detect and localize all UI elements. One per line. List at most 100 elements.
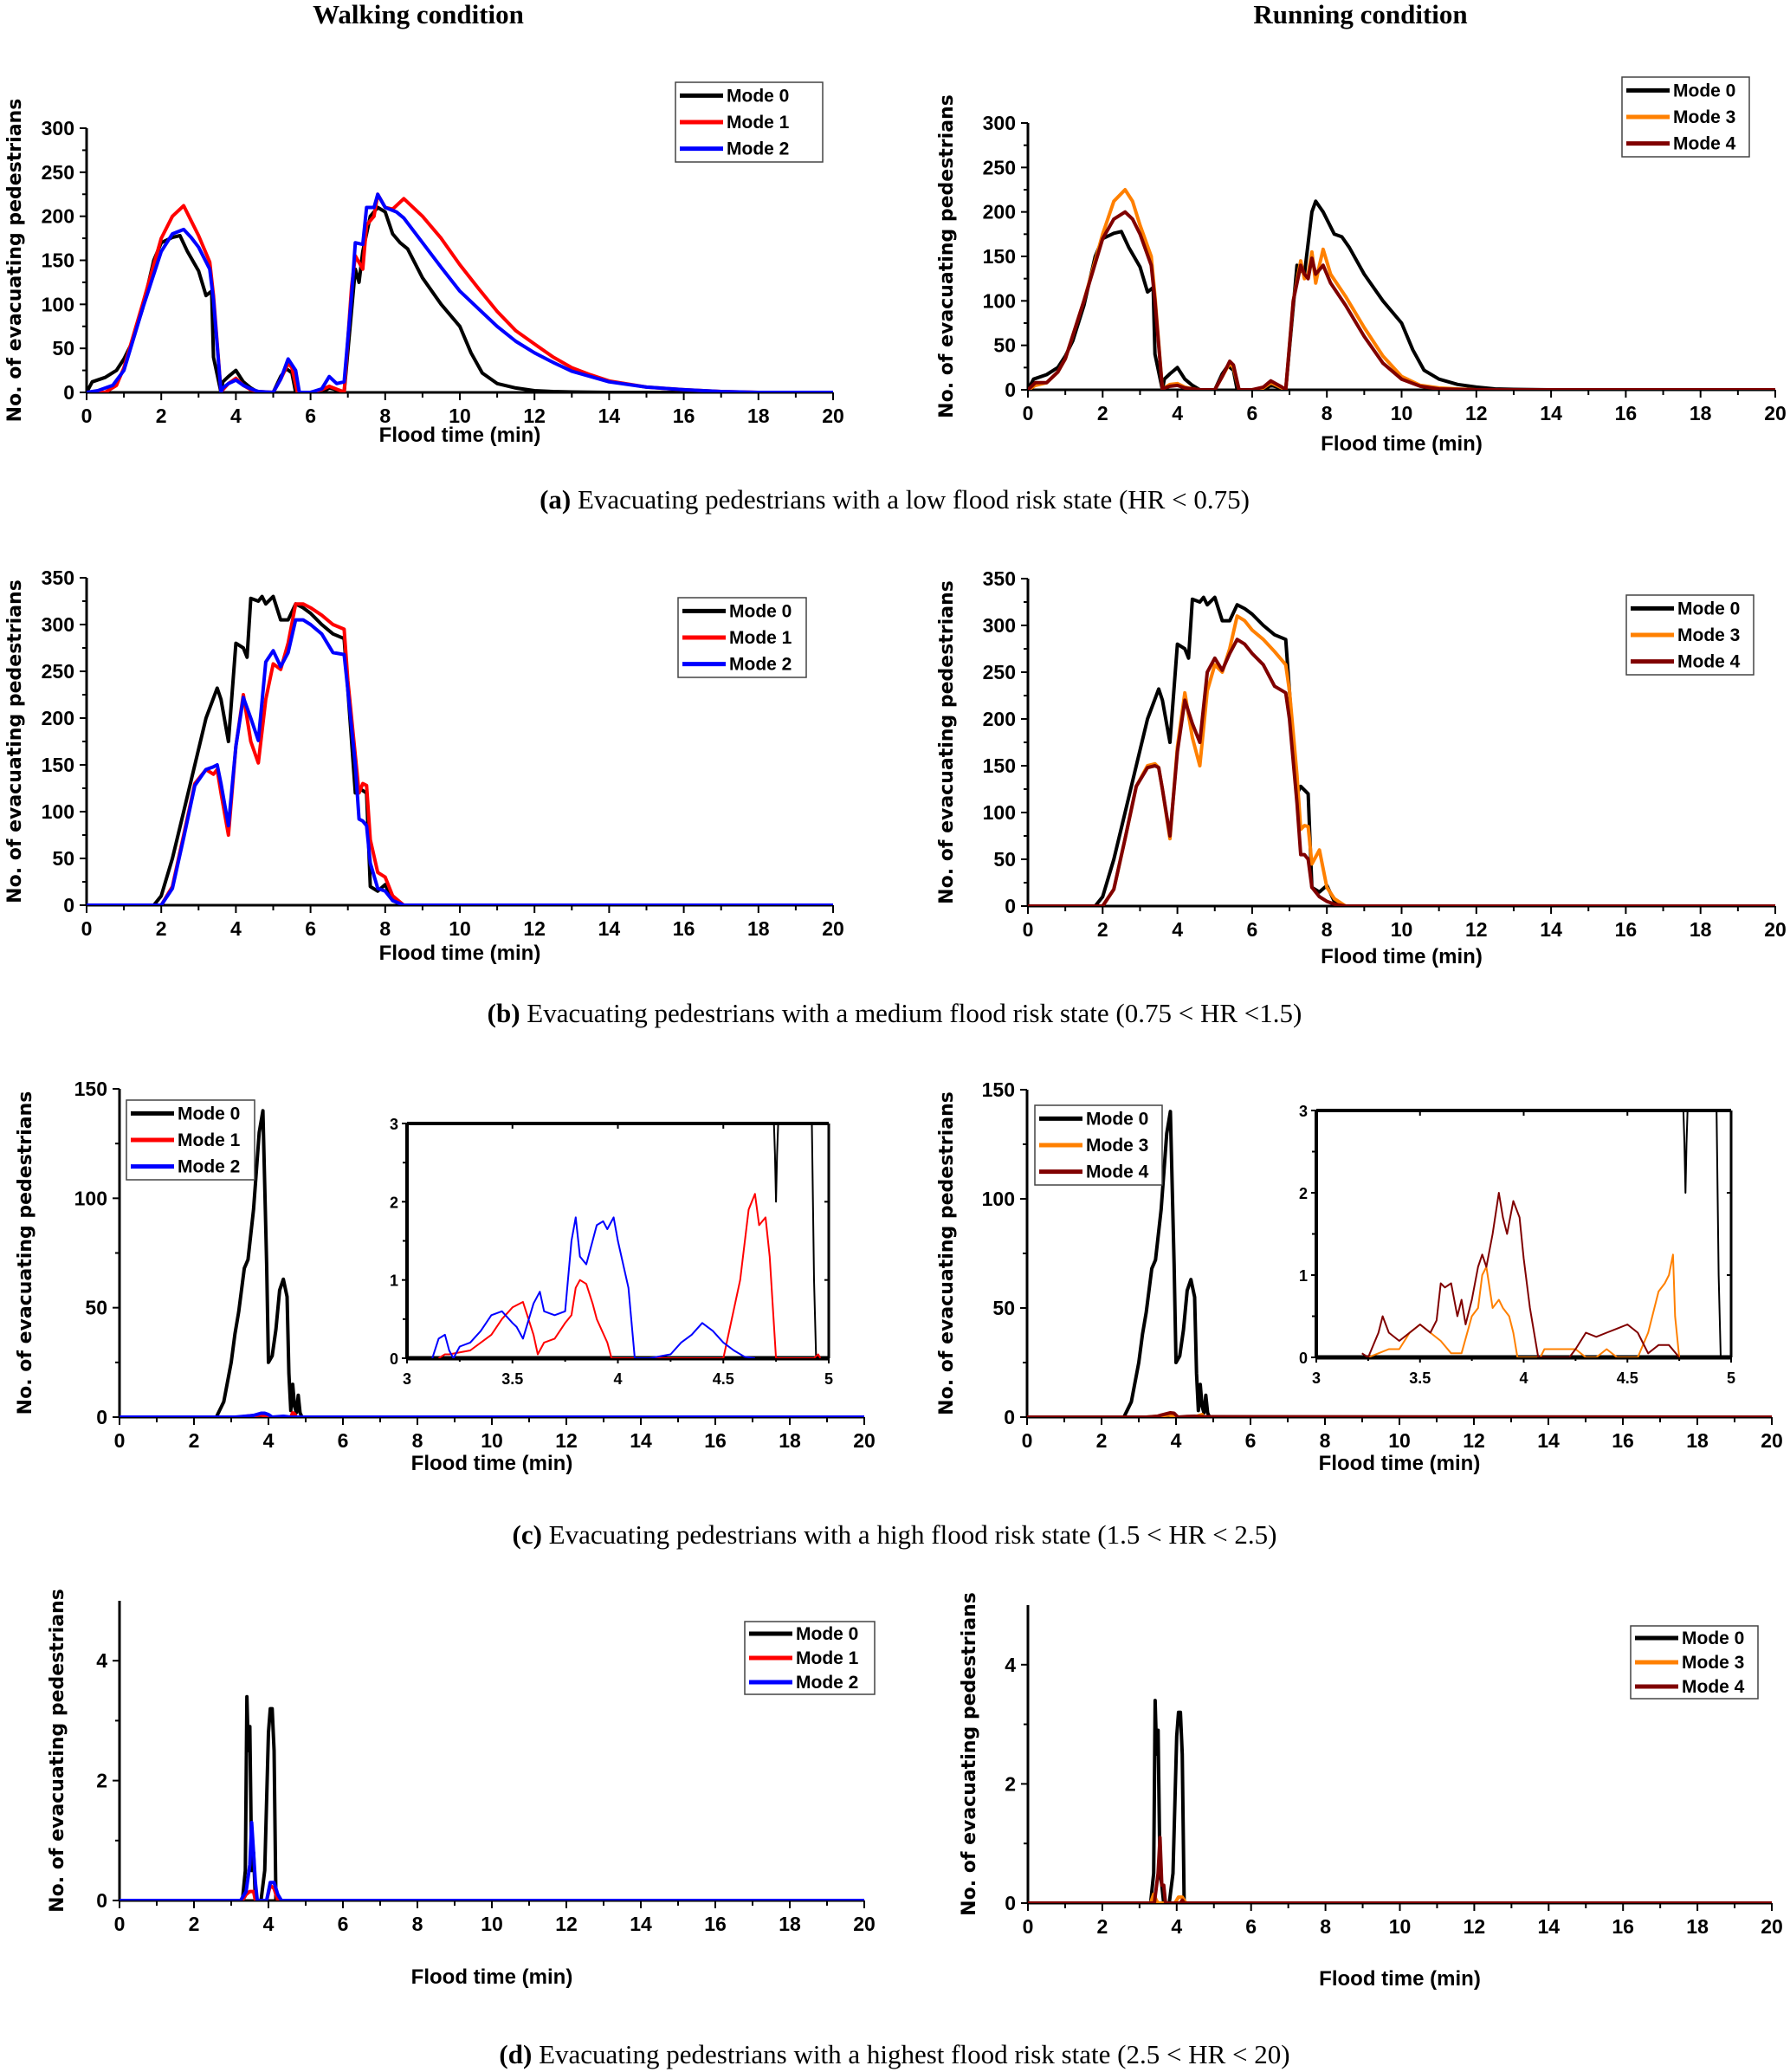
x-tick-label: 2 bbox=[189, 1913, 200, 1935]
inset-x-tick-label: 3 bbox=[403, 1370, 411, 1388]
y-tick-label: 300 bbox=[42, 117, 74, 139]
y-tick-label: 50 bbox=[992, 1297, 1015, 1319]
y-tick-label: 150 bbox=[42, 754, 74, 776]
inset-y-tick-label: 2 bbox=[1299, 1185, 1308, 1202]
series-line-mode-4 bbox=[1028, 1836, 1772, 1903]
series-line-mode-0 bbox=[120, 1109, 864, 1417]
x-tick-label: 10 bbox=[1389, 1915, 1412, 1938]
y-tick-label: 4 bbox=[96, 1649, 107, 1672]
y-tick-label: 150 bbox=[983, 245, 1016, 268]
y-tick-label: 50 bbox=[52, 337, 74, 359]
legend: Mode 0 Mode 3 Mode 4 bbox=[1625, 594, 1754, 676]
series-line-mode-2 bbox=[87, 618, 833, 905]
x-tick-label: 18 bbox=[779, 1913, 801, 1935]
column-header-running: Running condition bbox=[1253, 0, 1467, 29]
inset-y-tick-label: 1 bbox=[1299, 1267, 1308, 1285]
x-tick-label: 2 bbox=[156, 917, 167, 940]
y-tick-label: 250 bbox=[42, 660, 74, 683]
legend: Mode 0 Mode 3 Mode 4 bbox=[1630, 1625, 1759, 1700]
x-tick-label: 20 bbox=[1761, 1429, 1783, 1452]
x-tick-label: 14 bbox=[1538, 1915, 1561, 1938]
x-tick-label: 14 bbox=[598, 405, 621, 427]
x-tick-label: 8 bbox=[1321, 402, 1333, 424]
series-line-mode-4 bbox=[1028, 638, 1775, 906]
y-tick-label: 0 bbox=[63, 894, 74, 916]
x-tick-label: 8 bbox=[379, 917, 391, 940]
legend-label: Mode 2 bbox=[178, 1157, 240, 1177]
x-tick-label: 20 bbox=[822, 917, 844, 940]
legend-item-mode-1: Mode 1 bbox=[131, 1130, 241, 1150]
legend-label: Mode 1 bbox=[727, 113, 790, 133]
legend-label: Mode 1 bbox=[729, 628, 792, 648]
x-tick-label: 14 bbox=[630, 1913, 652, 1935]
x-axis-label: Flood time (min) bbox=[411, 1452, 573, 1475]
chart-d-walking: 0 2 4 6 8 10 12 14 16 18 20 0 2 4 Flood time (min) No. … bbox=[47, 1589, 876, 1989]
legend-item-mode-3: Mode 3 bbox=[1626, 107, 1735, 127]
legend: Mode 0 Mode 1 Mode 2 bbox=[126, 1099, 255, 1181]
y-tick-label: 200 bbox=[42, 205, 74, 228]
inset-x-tick-label: 3.5 bbox=[501, 1370, 523, 1388]
chart-a-running: 0 2 4 6 8 10 12 14 16 18 20050100150200250300Flood… bbox=[936, 76, 1787, 456]
series-line-mode-1 bbox=[87, 192, 833, 392]
y-tick-label: 200 bbox=[983, 708, 1016, 730]
x-tick-label: 8 bbox=[412, 1429, 423, 1452]
y-tick-label: 300 bbox=[983, 614, 1016, 637]
series-line-mode-0 bbox=[1028, 1699, 1772, 1903]
legend-item-mode-0: Mode 0 bbox=[1626, 81, 1735, 100]
x-tick-label: 6 bbox=[1245, 1915, 1257, 1938]
x-tick-label: 4 bbox=[230, 405, 242, 427]
x-tick-label: 4 bbox=[263, 1913, 275, 1935]
x-tick-label: 14 bbox=[1537, 1429, 1560, 1452]
y-tick-label: 100 bbox=[982, 1188, 1015, 1210]
legend: Mode 0 Mode 3 Mode 4 bbox=[1621, 76, 1750, 158]
legend-item-mode-3: Mode 3 bbox=[1631, 625, 1740, 645]
legend: Mode 0 Mode 3 Mode 4 bbox=[1034, 1104, 1163, 1186]
x-tick-label: 16 bbox=[704, 1429, 727, 1452]
y-tick-label: 150 bbox=[983, 754, 1016, 777]
series-line-mode-4 bbox=[1028, 210, 1775, 390]
y-tick-label: 0 bbox=[1005, 895, 1016, 917]
y-axis-label: No. of evacuating pedestrians bbox=[936, 94, 958, 418]
legend-item-mode-4: Mode 4 bbox=[1631, 652, 1741, 672]
legend-item-mode-1: Mode 1 bbox=[749, 1648, 859, 1668]
x-tick-label: 12 bbox=[555, 1913, 578, 1935]
inset-x-tick-label: 4 bbox=[613, 1370, 622, 1388]
y-tick-label: 4 bbox=[1005, 1654, 1016, 1676]
y-tick-label: 250 bbox=[983, 156, 1016, 178]
y-tick-label: 100 bbox=[983, 289, 1016, 312]
x-tick-label: 10 bbox=[481, 1913, 503, 1935]
x-tick-label: 12 bbox=[523, 405, 546, 427]
y-tick-label: 350 bbox=[42, 567, 74, 589]
legend-label: Mode 2 bbox=[796, 1673, 858, 1693]
legend-label: Mode 1 bbox=[178, 1130, 241, 1150]
x-tick-label: 16 bbox=[1615, 918, 1638, 941]
x-tick-label: 2 bbox=[156, 405, 167, 427]
x-tick-label: 0 bbox=[1023, 1915, 1034, 1938]
x-tick-label: 4 bbox=[263, 1429, 275, 1452]
legend-label: Mode 0 bbox=[1677, 599, 1740, 618]
y-axis-label: No. of evacuating pedestrians bbox=[15, 1091, 36, 1415]
caption-d-label: (d) bbox=[499, 2039, 532, 2069]
x-axis-label: Flood time (min) bbox=[1319, 1452, 1481, 1475]
series-line-mode-2 bbox=[120, 1821, 864, 1900]
x-tick-label: 8 bbox=[412, 1913, 423, 1935]
y-tick-label: 150 bbox=[42, 249, 74, 272]
y-tick-label: 50 bbox=[85, 1297, 107, 1319]
series-line-mode-2 bbox=[120, 1411, 864, 1417]
series-line-mode-3 bbox=[1028, 614, 1775, 906]
x-tick-label: 8 bbox=[1321, 918, 1333, 941]
legend-item-mode-0: Mode 0 bbox=[749, 1624, 858, 1644]
series-line-mode-0 bbox=[120, 1694, 864, 1900]
y-tick-label: 200 bbox=[983, 201, 1016, 223]
x-tick-label: 14 bbox=[1540, 402, 1562, 424]
legend-label: Mode 4 bbox=[1086, 1162, 1149, 1182]
y-tick-label: 50 bbox=[993, 848, 1016, 871]
y-axis-label: No. of evacuating pedestrians bbox=[936, 1091, 958, 1415]
caption-b: (b) Evacuating pedestrians with a medium… bbox=[488, 998, 1302, 1028]
legend-label: Mode 4 bbox=[1677, 652, 1741, 672]
y-axis-label: No. of evacuating pedestrians bbox=[47, 1589, 68, 1913]
chart-b-walking: 0 2 4 6 8 10 12 14 16 18 20050100150200250300350Fl… bbox=[4, 567, 844, 965]
x-tick-label: 12 bbox=[1463, 1429, 1485, 1452]
x-tick-label: 20 bbox=[853, 1429, 876, 1452]
series-line-mode-3 bbox=[1028, 188, 1775, 390]
